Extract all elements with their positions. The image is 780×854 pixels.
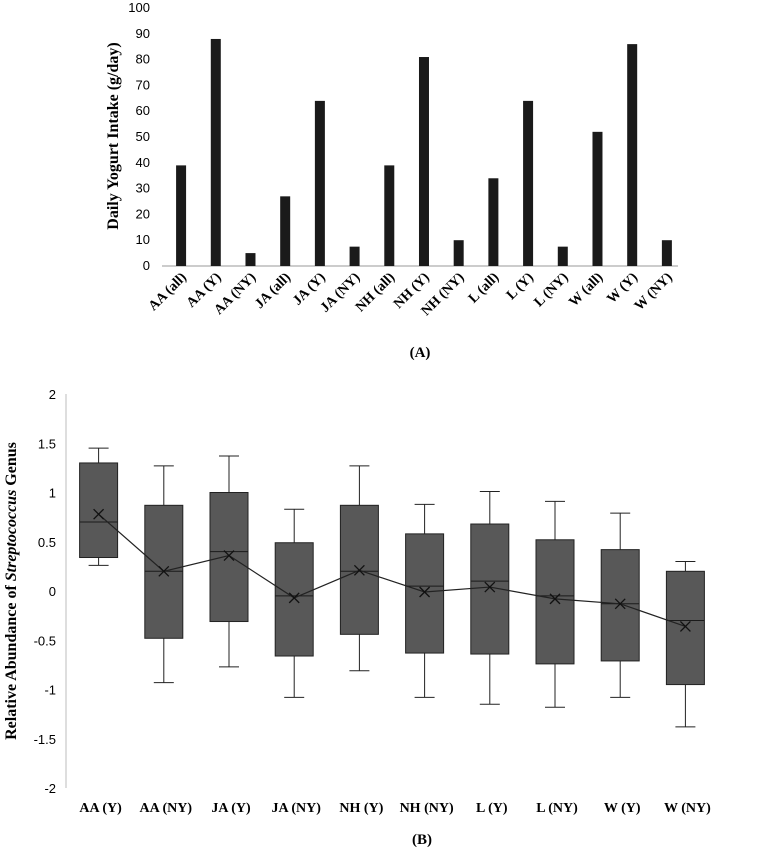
y-tick-label: 40 [136, 155, 150, 170]
mean-marker [419, 586, 431, 598]
x-tick-label: L (Y) [476, 801, 508, 816]
x-tick-label: W (NY) [632, 270, 676, 314]
mean-marker-stroke [484, 581, 496, 593]
y-tick-label: 90 [136, 26, 150, 41]
mean-markers [93, 508, 691, 632]
bar [384, 165, 395, 266]
x-tick-label: NH (all) [353, 270, 398, 315]
mean-trend-line [98, 513, 686, 628]
mean-marker [93, 508, 105, 520]
y-tick-label: -1.5 [34, 732, 56, 747]
x-tick-labels: AA (Y) AA (NY) JA (Y) JA (NY) NH (Y) NH (NY) L… [79, 801, 711, 816]
box [600, 549, 640, 662]
x-tick-label: L (NY) [532, 270, 572, 310]
y-tick-label: 70 [136, 77, 150, 92]
bar [418, 57, 429, 266]
bar [453, 240, 464, 266]
x-tick-label: JA (Y) [211, 801, 251, 816]
panel-label-b: (B) [412, 832, 432, 848]
bar [210, 38, 221, 267]
x-tick-label: L (NY) [536, 801, 578, 816]
y-tick-label: 0.5 [38, 535, 56, 550]
y-axis-label-italic: Streptococcus [3, 490, 20, 582]
mean-marker [484, 581, 496, 593]
x-tick-label: NH (Y) [339, 801, 383, 816]
y-tick-label: 20 [136, 206, 150, 221]
y-tick-label: 2 [49, 387, 56, 402]
x-tick-label: NH (NY) [400, 801, 454, 816]
x-tick-label: W (NY) [664, 801, 711, 816]
y-tick-label: 1 [49, 486, 56, 501]
mean-marker-stroke [93, 508, 105, 520]
x-tick-label: AA (NY) [140, 801, 193, 816]
x-tick-label: W (Y) [604, 801, 641, 816]
y-tick-label: 50 [136, 129, 150, 144]
panel-label-a: (A) [410, 345, 431, 361]
y-axis-label-suffix: Genus [3, 442, 20, 490]
y-tick-labels: 2 1.5 1 0.5 0 -0.5 -1 -1.5 -2 [34, 387, 56, 796]
bar [557, 246, 568, 266]
y-tick-label: 60 [136, 103, 150, 118]
bar [488, 178, 499, 266]
y-tick-label: 30 [136, 181, 150, 196]
box [535, 539, 575, 665]
x-tick-label: AA (all) [146, 270, 190, 314]
y-tick-label: 10 [136, 232, 150, 247]
x-tick-label: JA (NY) [272, 801, 322, 816]
box-chart-panel-b: 2 1.5 1 0.5 0 -0.5 -1 -1.5 -2 AA (Y) AA (NY) JA (Y… [3, 387, 711, 848]
mean-marker-stroke [223, 550, 235, 561]
y-tick-label: -1 [44, 683, 56, 698]
box [274, 542, 314, 657]
bar [661, 240, 672, 266]
bar [523, 100, 534, 266]
bar [280, 196, 291, 266]
bar [176, 165, 187, 266]
bar [245, 253, 256, 266]
y-tick-label: 100 [128, 0, 150, 15]
x-tick-label: W (all) [566, 270, 606, 310]
box [405, 533, 445, 654]
mean-marker-stroke [549, 593, 561, 605]
y-tick-label: -2 [44, 781, 56, 796]
y-tick-labels: 0 10 20 30 40 50 60 70 80 90 100 [128, 0, 150, 273]
y-tick-label: 80 [136, 52, 150, 67]
mean-marker-stroke [679, 621, 691, 632]
y-tick-label: 0 [49, 584, 56, 599]
box [209, 492, 249, 623]
mean-marker [288, 592, 300, 604]
bars [176, 38, 672, 267]
mean-marker-stroke [614, 598, 626, 610]
bar-chart-panel-a: 0 10 20 30 40 50 60 70 80 90 100 AA (all)AA (Y)AA … [105, 0, 678, 361]
y-axis-label-prefix: Relative Abundance of [3, 581, 20, 740]
x-tick-label: AA (Y) [79, 801, 122, 816]
mean-marker [158, 565, 170, 577]
mean-marker [549, 593, 561, 605]
y-tick-label: 0 [143, 258, 150, 273]
x-tick-label: L (all) [466, 270, 502, 306]
bar [314, 100, 325, 266]
x-tick-labels: AA (all)AA (Y)AA (NY)JA (all)JA (Y)JA (N… [146, 270, 676, 319]
bar [592, 131, 603, 266]
mean-marker-stroke [158, 565, 170, 577]
mean-marker [353, 564, 365, 576]
bar [627, 44, 638, 267]
y-tick-label: -0.5 [34, 633, 56, 648]
y-axis-label: Relative Abundance of Streptococcus Genu… [3, 442, 20, 740]
mean-marker [614, 598, 626, 610]
box [665, 570, 705, 686]
box [79, 462, 119, 559]
mean-marker [679, 621, 691, 632]
bar [349, 246, 360, 266]
mean-marker-stroke [288, 592, 300, 604]
y-tick-label: 1.5 [38, 436, 56, 451]
mean-marker-stroke [353, 564, 365, 576]
mean-marker [223, 550, 235, 561]
boxes [79, 447, 705, 728]
x-tick-label: JA (all) [252, 270, 294, 312]
mean-marker-stroke [419, 586, 431, 598]
y-axis-label: Daily Yogurt Intake (g/day) [105, 42, 122, 229]
